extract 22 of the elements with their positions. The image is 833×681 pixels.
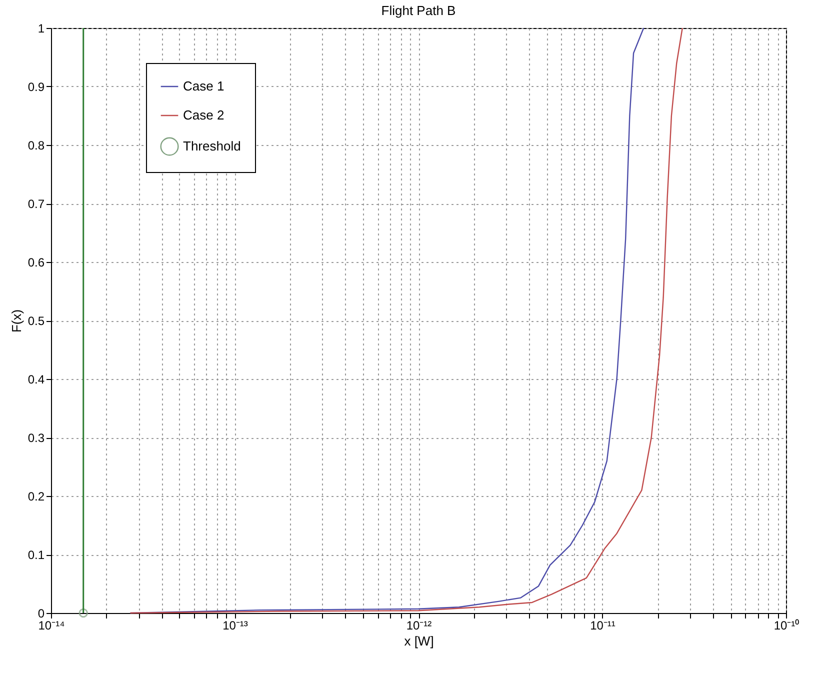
- x-axis-title: x [W]: [404, 634, 434, 648]
- y-tick-label: 0.4: [28, 372, 45, 386]
- legend-label: Case 2: [183, 108, 224, 122]
- y-axis-title: F(x): [8, 309, 24, 333]
- y-tick-label: 0.3: [28, 431, 45, 445]
- y-tick-label: 0.7: [28, 197, 45, 211]
- y-tick-label: 0.1: [28, 548, 45, 562]
- x-tick-label: 10⁻¹³: [222, 618, 248, 632]
- chart-title: Flight Path B: [381, 3, 456, 18]
- x-tick-label: 10⁻¹⁰: [774, 618, 800, 632]
- y-tick-label: 0.9: [28, 80, 45, 94]
- x-tick-label: 10⁻¹²: [406, 618, 432, 632]
- y-tick-label: 0.2: [28, 490, 45, 504]
- legend-label: Threshold: [183, 138, 241, 154]
- x-tick-label: 10⁻¹⁴: [38, 618, 65, 632]
- y-tick-label: 0.8: [28, 138, 45, 152]
- legend-label: Case 1: [183, 78, 224, 94]
- y-tick-label: 0.5: [28, 314, 45, 328]
- y-tick-label: 0.6: [28, 256, 45, 270]
- x-tick-label: 10⁻¹¹: [590, 618, 616, 632]
- y-tick-label: 1: [38, 22, 45, 36]
- y-tick-label: 0: [38, 606, 45, 620]
